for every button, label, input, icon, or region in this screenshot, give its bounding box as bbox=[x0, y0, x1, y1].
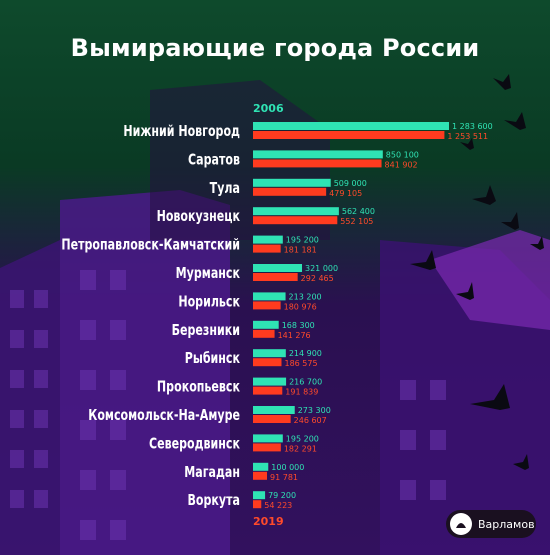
value-label-2019: 479 105 bbox=[329, 189, 362, 198]
bar-2006 bbox=[253, 292, 286, 301]
city-label: Прокопьевск bbox=[157, 378, 241, 395]
value-label-2006: 850 100 bbox=[386, 150, 419, 159]
varlamov-logo-icon bbox=[450, 513, 472, 535]
value-label-2019: 292 465 bbox=[301, 274, 334, 283]
brand-name: Варламов bbox=[478, 517, 535, 531]
value-label-2019: 246 607 bbox=[294, 416, 327, 425]
value-label-2019: 552 105 bbox=[340, 217, 373, 226]
bar-2006 bbox=[253, 178, 331, 187]
bar-2019 bbox=[253, 471, 268, 480]
value-label-2006: 79 200 bbox=[268, 491, 296, 500]
bar-2006 bbox=[253, 150, 383, 159]
value-label-2006: 1 283 600 bbox=[452, 122, 493, 131]
value-label-2006: 195 200 bbox=[286, 236, 319, 245]
value-label-2019: 1 253 511 bbox=[447, 132, 488, 141]
value-label-2019: 181 181 bbox=[284, 246, 317, 255]
city-label: Тула bbox=[210, 180, 240, 197]
value-label-2019: 182 291 bbox=[284, 444, 317, 453]
value-label-2006: 273 300 bbox=[298, 406, 331, 415]
bar-2006 bbox=[253, 264, 303, 272]
brand-badge[interactable]: Варламов bbox=[446, 510, 536, 538]
bar-2006 bbox=[253, 406, 295, 414]
bar-2019 bbox=[253, 159, 382, 168]
value-label-2006: 100 000 bbox=[271, 463, 304, 472]
value-label-2006: 213 200 bbox=[289, 292, 322, 301]
bar-2006 bbox=[253, 377, 287, 386]
bar-2006 bbox=[253, 349, 286, 358]
value-label-2019: 180 976 bbox=[284, 302, 317, 311]
city-label: Березники bbox=[172, 322, 240, 339]
city-label: Саратов bbox=[188, 151, 240, 168]
bar-2006 bbox=[253, 491, 266, 500]
city-label: Мурманск bbox=[176, 265, 241, 282]
value-label-2019: 186 575 bbox=[284, 359, 317, 368]
value-label-2019: 191 839 bbox=[285, 388, 318, 397]
value-label-2006: 168 300 bbox=[282, 321, 315, 330]
bar-2006 bbox=[253, 434, 283, 443]
series-label-2006: 2006 bbox=[253, 102, 284, 115]
bar-2019 bbox=[253, 216, 338, 225]
bar-2006 bbox=[253, 122, 449, 130]
bar-2019 bbox=[253, 273, 298, 281]
bar-2019 bbox=[253, 329, 275, 338]
city-label: Комсомольск-На-Амуре bbox=[88, 407, 240, 424]
city-label: Петропавловск-Камчатский bbox=[61, 236, 240, 253]
city-label: Северодвинск bbox=[149, 435, 241, 452]
value-label-2006: 321 000 bbox=[305, 264, 338, 273]
birds-decoration bbox=[410, 74, 544, 470]
city-label: Норильск bbox=[178, 293, 240, 310]
city-label: Новокузнецк bbox=[157, 208, 241, 225]
bar-2019 bbox=[253, 244, 281, 253]
bar-2019 bbox=[253, 500, 262, 509]
bar-2006 bbox=[253, 207, 339, 216]
value-label-2019: 91 781 bbox=[270, 473, 298, 482]
value-label-2006: 216 700 bbox=[289, 378, 322, 387]
bar-2019 bbox=[253, 187, 327, 196]
bar-2019 bbox=[253, 358, 282, 367]
bar-2019 bbox=[253, 415, 291, 423]
city-label: Магадан bbox=[184, 464, 240, 481]
value-label-2006: 214 900 bbox=[289, 349, 322, 358]
bar-2019 bbox=[253, 386, 283, 395]
bar-2006 bbox=[253, 462, 269, 471]
bar-2006 bbox=[253, 235, 283, 244]
series-label-2019: 2019 bbox=[253, 515, 284, 528]
chart-title: Вымирающие города России bbox=[70, 34, 480, 62]
value-label-2006: 509 000 bbox=[334, 179, 367, 188]
city-label: Воркута bbox=[187, 492, 240, 509]
value-label-2019: 841 902 bbox=[385, 160, 418, 169]
value-label-2019: 141 276 bbox=[278, 331, 311, 340]
value-label-2019: 54 223 bbox=[264, 501, 292, 510]
bar-2019 bbox=[253, 443, 281, 452]
value-label-2006: 195 200 bbox=[286, 434, 319, 443]
city-label: Нижний Новгород bbox=[123, 123, 240, 140]
bar-2019 bbox=[253, 131, 445, 139]
value-label-2006: 562 400 bbox=[342, 207, 375, 216]
city-label: Рыбинск bbox=[185, 350, 241, 367]
bar-2006 bbox=[253, 320, 279, 329]
bar-2019 bbox=[253, 301, 281, 310]
